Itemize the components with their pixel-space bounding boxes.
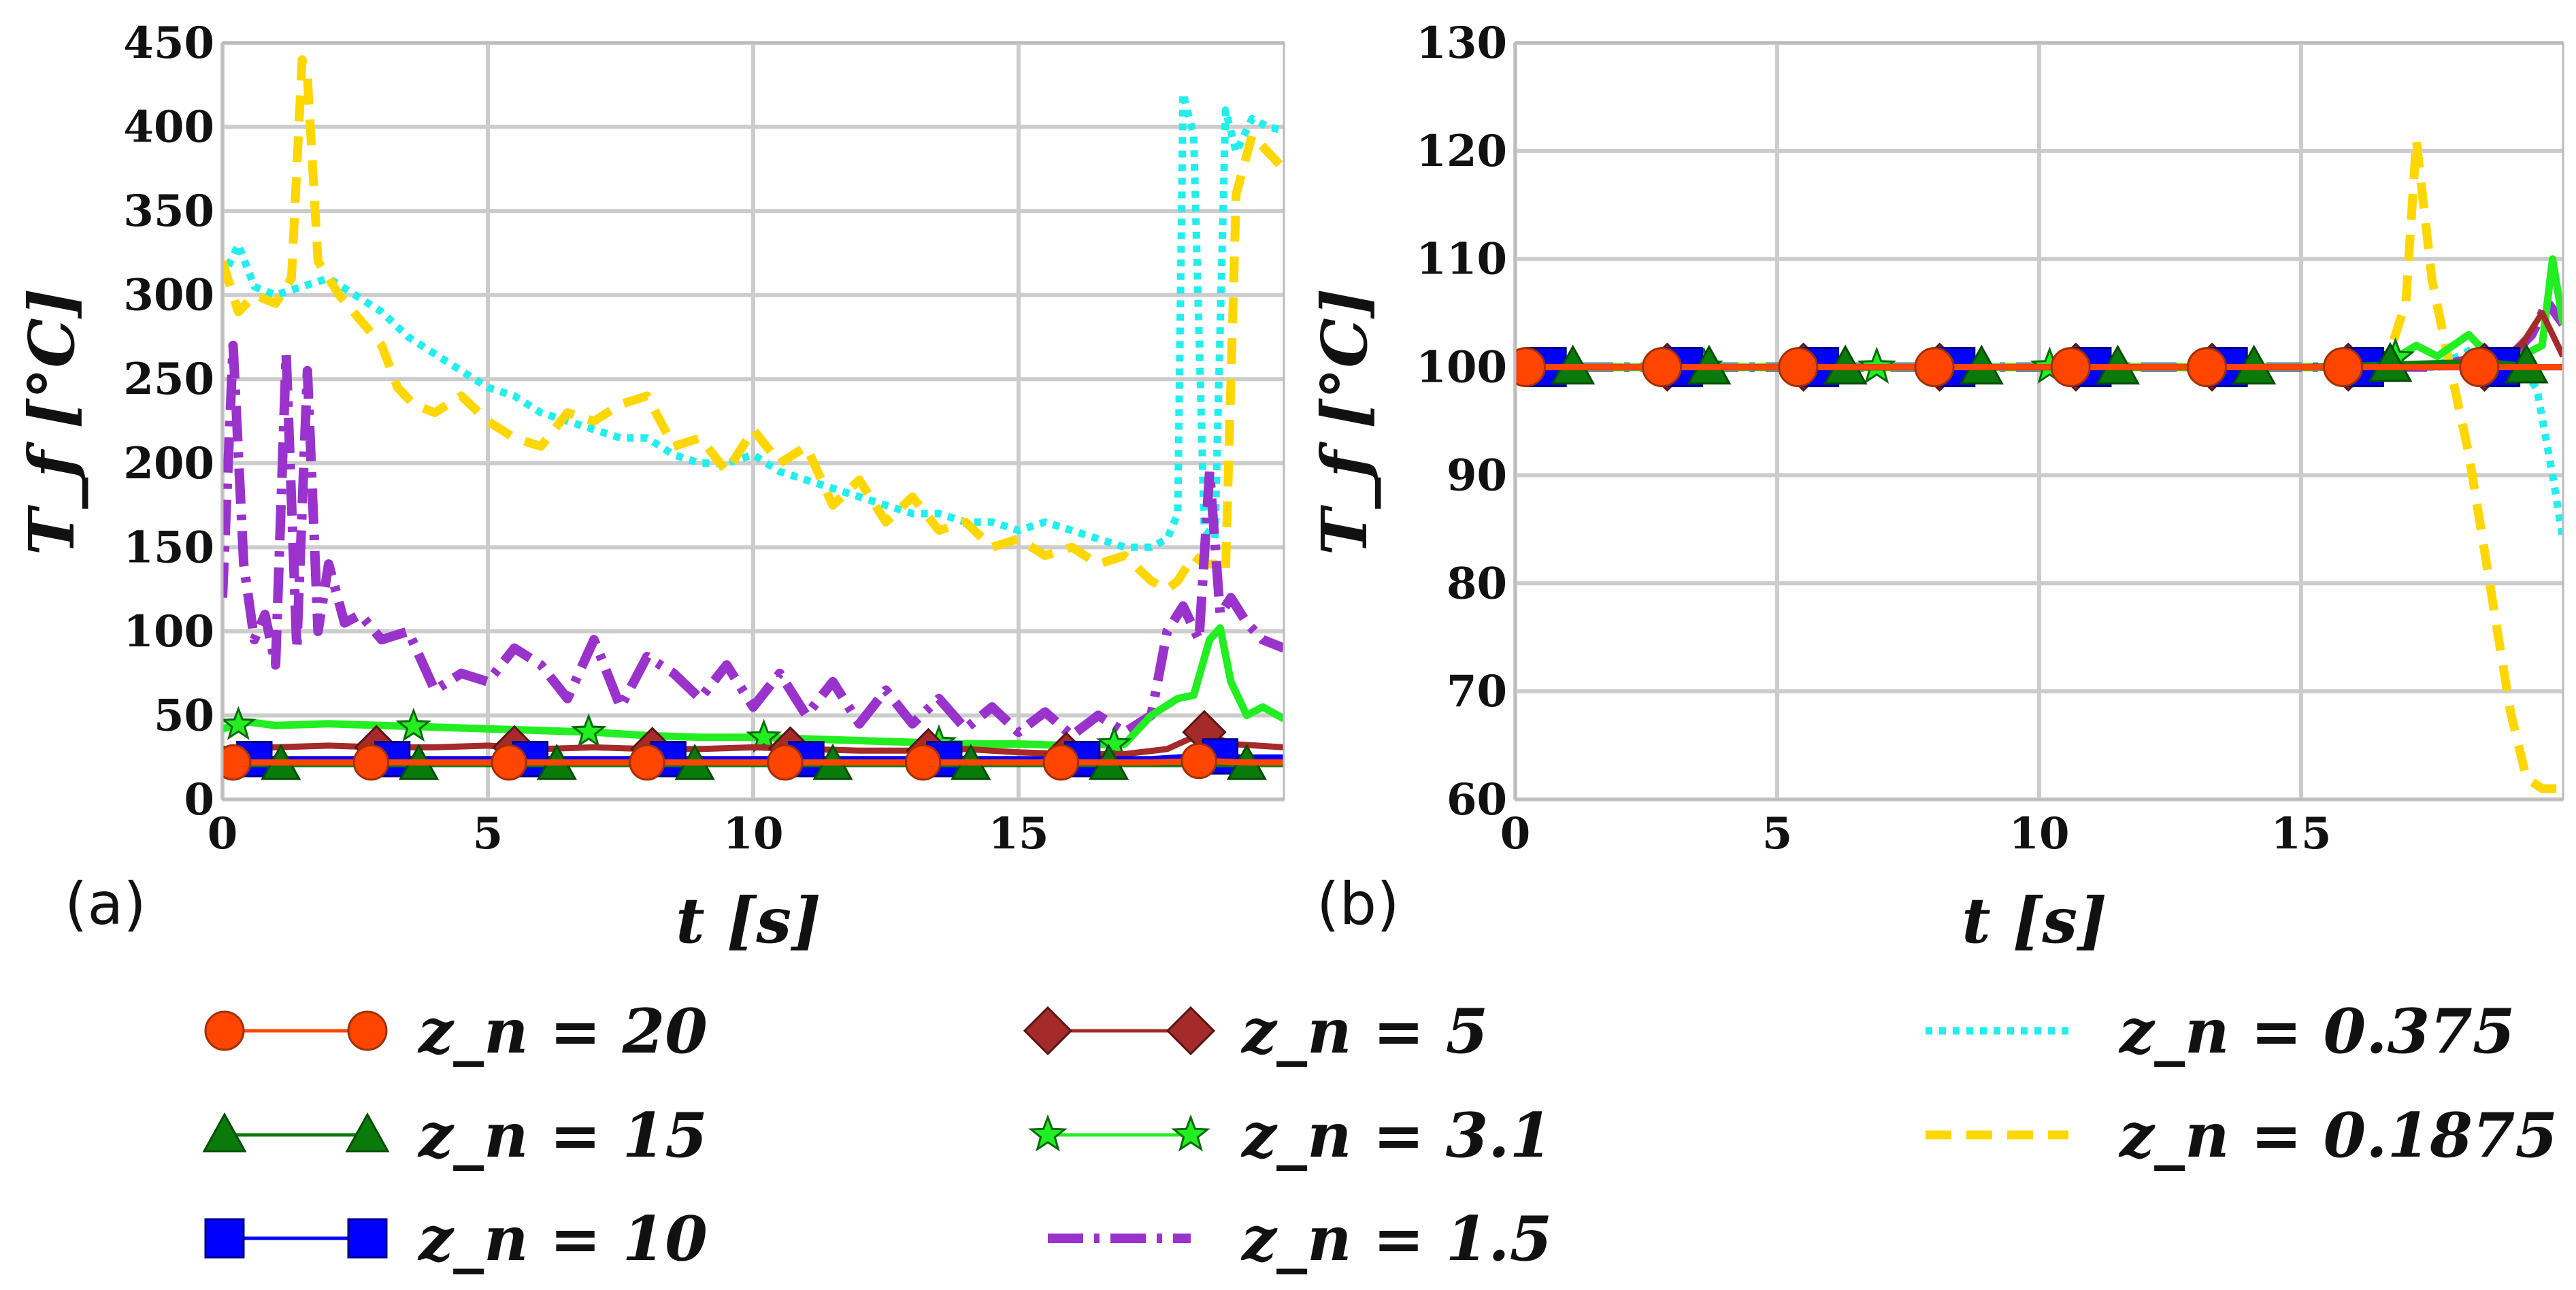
data-marker-z20 [491,744,527,781]
star-marker-icon [1171,1114,1210,1152]
legend-label-z15b: z_n = 1.5 [1240,1203,1552,1275]
panel-label-b: (b) [1317,870,1400,938]
series-group-b [1515,135,2563,793]
y-tick-label: 350 [123,186,214,237]
legend-label-z10: z_n = 10 [417,1203,708,1275]
y-tick-label: 400 [123,102,214,153]
data-marker-z20 [629,744,665,781]
circle-marker-icon [204,1010,245,1051]
data-marker-z31 [746,718,782,753]
x-axis-label-b: t [s] [1962,884,2107,957]
data-marker-z20 [2186,347,2227,388]
panel-label-a: (a) [65,870,146,938]
legend-item-z5: z_n = 5 [1023,995,1488,1068]
x-tick-label: 15 [988,808,1048,859]
plot-frame-a [221,42,1285,801]
diamond-marker-icon [1023,1006,1073,1056]
triangle-marker-icon [345,1112,390,1153]
series-group-a [222,55,1284,781]
x-tick-label: 5 [473,808,503,859]
y-tick-label: 100 [123,606,214,657]
y-tick-label: 300 [123,270,214,321]
y-tick-label: 110 [1416,234,1507,285]
legend-label-z31: z_n = 3.1 [1240,1099,1552,1172]
y-tick-label: 70 [1447,666,1507,717]
legend-label-z0375: z_n = 0.375 [2118,995,2515,1068]
x-axis-label-a: t [s] [676,884,821,957]
circle-marker-icon [347,1010,388,1051]
data-marker-z20 [222,744,252,781]
legend-label-z15: z_n = 15 [417,1099,708,1172]
data-marker-z20 [767,744,804,781]
legend-label-z20: z_n = 20 [417,995,708,1068]
y-axis-label-b: T_f [°C] [1308,288,1381,555]
data-marker-z20 [1180,742,1217,780]
data-marker-z20 [1778,347,1819,388]
y-axis-label-a: T_f [°C] [15,288,88,555]
legend-item-z31: z_n = 3.1 [1028,1099,1552,1172]
data-marker-z15 [2504,343,2549,384]
series-line-z15b [222,340,1284,741]
legend-label-z5: z_n = 5 [1240,995,1488,1068]
series-line-z01875 [1515,135,2563,793]
x-tick-label: 5 [1762,808,1793,859]
y-tick-label: 60 [1447,774,1507,825]
data-marker-z20 [2050,347,2091,388]
y-tick-label: 200 [123,438,214,489]
data-marker-z20 [2323,347,2364,388]
grid-lines-a [220,41,1284,801]
y-tick-label: 250 [123,354,214,405]
series-line-z0375 [222,89,1284,551]
data-marker-z20 [1642,347,1683,388]
x-tick-label: 10 [723,808,783,859]
x-tick-label: 15 [2270,808,2331,859]
y-tick-label: 100 [1416,342,1507,393]
data-marker-z31 [222,706,257,740]
legend-item-z15b: z_n = 1.5 [1048,1203,1552,1275]
square-marker-icon [204,1218,245,1259]
legend-item-z01875: z_n = 0.1875 [1926,1099,2558,1172]
y-tick-label: 450 [123,18,214,69]
legend-label-z01875: z_n = 0.1875 [2118,1099,2558,1172]
data-marker-z20 [2459,347,2500,388]
diamond-marker-icon [1166,1006,1216,1056]
data-marker-z15 [2368,342,2413,382]
triangle-marker-icon [202,1112,247,1153]
y-tick-label: 120 [1416,126,1507,177]
legend-item-z0375: z_n = 0.375 [1926,995,2515,1068]
y-tick-label: 50 [154,690,214,741]
series-line-z01875 [222,55,1284,594]
legend-item-z15: z_n = 15 [202,1099,708,1172]
data-marker-z20 [352,744,390,781]
y-tick-label: 150 [123,522,214,573]
y-tick-label: 90 [1447,450,1507,501]
x-tick-label: 10 [2009,808,2069,859]
star-marker-icon [1028,1114,1068,1152]
x-tick-label: 0 [208,808,238,859]
grid-lines-b [1513,41,2563,801]
y-tick-label: 130 [1416,18,1507,69]
data-marker-z20 [1914,347,1955,388]
tick-labels-b: 0 5 10 15 60 70 80 90 100 110 120 130 [1416,18,2331,859]
y-tick-label: 0 [184,774,214,825]
y-tick-label: 80 [1447,558,1507,609]
data-marker-z20 [1515,347,1546,388]
plot-frame-b [1514,42,2564,801]
chart-panel-b: 0 5 10 15 60 70 80 90 100 110 120 130 (b) t [s] T_f… [1308,18,2564,957]
data-marker-z20 [904,744,942,781]
square-marker-icon [347,1218,388,1259]
data-marker-z20 [1042,744,1080,781]
data-marker-z31 [570,713,607,748]
legend: z_n = 20 z_n = 15 z_n = 10 z_n = 5 z_n = 3.1… [202,995,2558,1275]
legend-item-z20: z_n = 20 [204,995,708,1068]
x-tick-label: 0 [1500,808,1531,859]
legend-item-z10: z_n = 10 [204,1203,708,1275]
data-marker-z31 [395,708,432,742]
